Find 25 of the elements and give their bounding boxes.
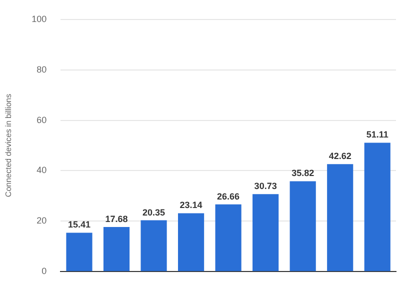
y-tick-label: 20 — [36, 216, 47, 226]
y-tick-label: 0 — [42, 266, 47, 276]
bar — [215, 204, 242, 272]
bar — [103, 227, 130, 272]
y-tick-label: 40 — [36, 165, 47, 176]
y-tick-label: 60 — [36, 114, 47, 125]
bar — [364, 142, 390, 272]
y-tick-label: 80 — [36, 64, 47, 74]
data-label: 23.14 — [180, 200, 202, 210]
data-label: 20.35 — [142, 207, 166, 218]
bar — [327, 164, 354, 272]
bar — [66, 232, 92, 272]
y-axis-title: Connected devices in billions — [4, 94, 14, 198]
y-tick-label: 100 — [32, 14, 47, 24]
bar — [252, 194, 279, 272]
data-label: 42.62 — [328, 151, 352, 162]
data-label: 35.82 — [292, 168, 314, 178]
data-label: 15.41 — [68, 220, 91, 230]
data-label: 17.68 — [105, 214, 128, 224]
data-label: 51.11 — [366, 130, 388, 140]
data-label: 30.73 — [254, 181, 277, 192]
bar — [290, 181, 316, 272]
bar — [178, 213, 204, 272]
bar — [140, 220, 167, 272]
data-label: 26.66 — [217, 191, 240, 202]
